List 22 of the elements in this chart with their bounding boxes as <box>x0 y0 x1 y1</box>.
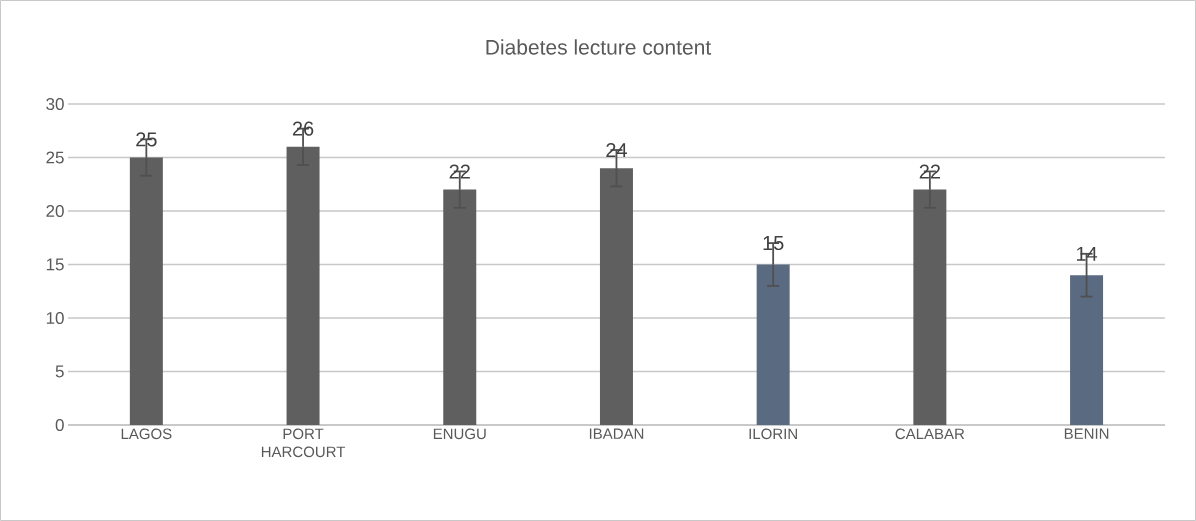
y-tick-label: 30 <box>46 97 64 111</box>
data-label: 22 <box>919 164 940 179</box>
data-label: 24 <box>606 143 627 157</box>
y-tick-label: 10 <box>46 311 64 325</box>
y-tick-label: 0 <box>55 418 64 432</box>
data-label: 15 <box>763 236 784 251</box>
data-label: 22 <box>449 164 470 179</box>
data-label: 25 <box>136 132 157 147</box>
x-tick-label: ENUGU <box>433 428 486 440</box>
x-tick-label: CALABAR <box>895 428 965 440</box>
x-tick-label: PORT HARCOURT <box>261 428 346 458</box>
data-label: 14 <box>1076 246 1098 261</box>
y-tick-label: 5 <box>55 365 64 378</box>
x-tick-label: ILORIN <box>749 428 797 440</box>
x-tick-label: BENIN <box>1064 428 1109 439</box>
y-tick-label: 25 <box>46 151 64 164</box>
x-tick-label: LAGOS <box>121 428 172 440</box>
y-tick-label: 20 <box>46 204 64 218</box>
chart-title: Diabetes lecture content <box>486 39 712 55</box>
data-label: 26 <box>292 121 314 136</box>
x-tick-label: IBADAN <box>589 428 644 439</box>
y-tick-label: 15 <box>46 258 64 271</box>
